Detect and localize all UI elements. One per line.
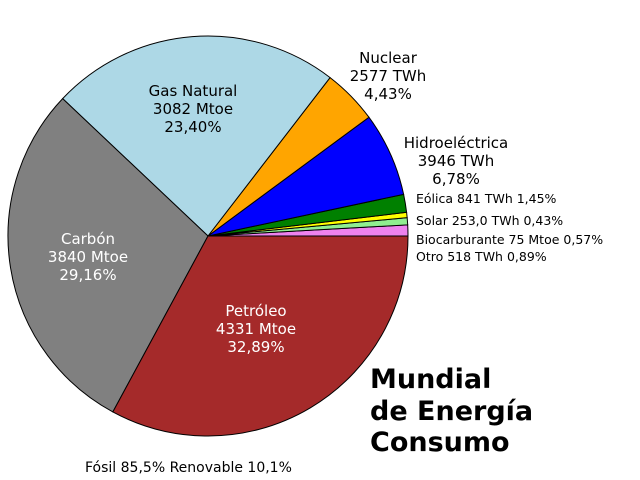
chart-footer: Fósil 85,5% Renovable 10,1% [85,460,292,476]
slice-label-hidroeléctrica: Hidroeléctrica [404,134,509,152]
pie-slice-carbón [7,97,209,413]
slice-amount-hidroeléctrica: 3946 TWh [418,152,494,170]
slice-label-solar: Solar 253,0 TWh 0,43% [416,213,563,228]
slice-percent-hidroeléctrica: 6,78% [432,170,480,188]
slice-percent-petróleo: 32,89% [227,338,284,356]
slice-percent-gas natural: 23,40% [164,118,221,136]
chart-title-line-1: Mundial [370,364,491,395]
slice-label-otro: Otro 518 TWh 0,89% [416,249,547,264]
slice-amount-petróleo: 4331 Mtoe [216,320,296,338]
slice-label-eólica: Eólica 841 TWh 1,45% [416,191,557,206]
chart-title-line-2: de Energía [370,396,533,427]
pie-slice-petróleo [112,235,409,437]
slice-amount-nuclear: 2577 TWh [350,67,426,85]
slice-label-petróleo: Petróleo [225,302,286,320]
slice-label-gas natural: Gas Natural [149,82,238,100]
slice-label-biocarburante: Biocarburante 75 Mtoe 0,57% [416,232,603,247]
slice-label-carbón: Carbón [61,230,115,248]
pie-slice-gas natural [61,35,331,237]
chart-title-line-3: Consumo [370,427,510,458]
slice-amount-gas natural: 3082 Mtoe [153,100,233,118]
slice-percent-nuclear: 4,43% [364,85,412,103]
slice-amount-carbón: 3840 Mtoe [48,248,128,266]
slice-label-nuclear: Nuclear [359,49,418,67]
slice-percent-carbón: 29,16% [59,266,116,284]
